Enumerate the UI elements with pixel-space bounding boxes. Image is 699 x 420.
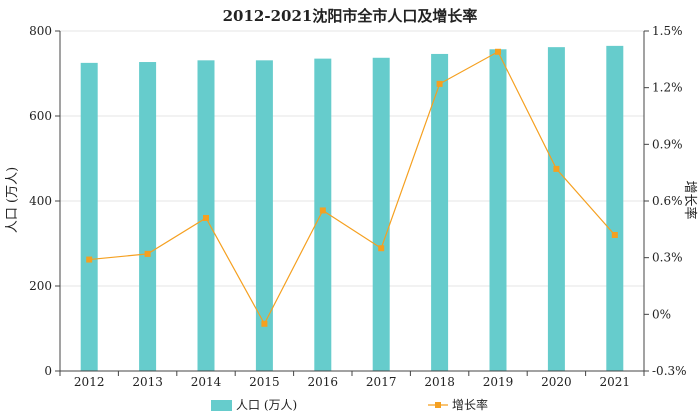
x-tick-label: 2017: [366, 375, 397, 389]
line-point: [261, 320, 268, 327]
x-tick-label: 2016: [308, 375, 339, 389]
bar: [314, 58, 332, 371]
line-point: [495, 48, 501, 55]
bar: [489, 49, 507, 372]
x-tick-label: 2021: [600, 375, 631, 389]
x-tick-label: 2012: [74, 375, 105, 389]
line-point: [611, 232, 618, 238]
legend-line-label: 增长率: [452, 397, 488, 412]
bar: [139, 62, 157, 372]
line-series: [86, 48, 618, 327]
bar: [255, 60, 273, 371]
y-axis-left-label: 人口 (万人): [5, 167, 20, 233]
chart-title: 2012-2021沈阳市全市人口及增长率: [223, 7, 478, 25]
y-right-tick-label: 1.5%: [652, 24, 683, 38]
y-right-tick-label: 0.6%: [652, 194, 683, 208]
axes: 0 200 400 600 800 -0.3% 0% 0.3% 0.6% 0.9% 1.2% 1.5%…: [29, 24, 686, 389]
line-point: [378, 245, 385, 252]
y-axis-right-label: 增长率: [682, 180, 698, 219]
legend-bar-label: 人口 (万人): [236, 398, 297, 412]
bar: [372, 57, 390, 372]
line-point: [203, 215, 209, 221]
y-right-tick-label: 0.3%: [652, 251, 683, 265]
y-right-tick-label: 0%: [652, 307, 671, 321]
y-left-tick-label: 400: [29, 194, 52, 208]
bar: [547, 47, 565, 372]
y-left-tick-label: 0: [44, 364, 52, 378]
y-right-tick-label: 0.9%: [652, 137, 683, 151]
line-point: [553, 165, 560, 172]
y-left-tick-label: 800: [29, 24, 52, 38]
x-tick-label: 2019: [483, 375, 514, 389]
x-tick-label: 2020: [541, 375, 572, 389]
legend-bar-swatch: [211, 400, 232, 411]
gridlines: [60, 30, 644, 287]
x-tick-label: 2014: [191, 375, 222, 389]
legend-line-marker: [435, 402, 441, 408]
bar: [606, 45, 624, 371]
bar: [80, 62, 98, 371]
x-tick-label: 2013: [132, 375, 163, 389]
bar-series: [80, 45, 624, 372]
x-tick-label: 2018: [424, 375, 455, 389]
line-point: [319, 207, 326, 214]
growth-rate-line: [89, 50, 616, 326]
y-left-tick-label: 600: [29, 109, 52, 123]
y-right-tick-label: 1.2%: [652, 81, 683, 95]
legend: 人口 (万人) 增长率: [211, 397, 488, 412]
line-point: [144, 250, 151, 257]
x-tick-label: 2015: [249, 375, 280, 389]
line-point: [86, 256, 93, 263]
bar: [431, 53, 449, 371]
line-point: [436, 80, 443, 87]
y-left-tick-label: 200: [29, 279, 52, 293]
y-right-tick-label: -0.3%: [652, 364, 687, 378]
